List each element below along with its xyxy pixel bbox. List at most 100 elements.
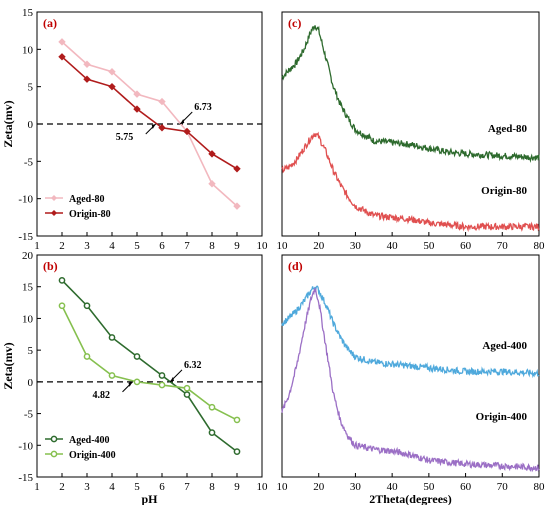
data-point <box>233 165 241 173</box>
y-tick-label: -5 <box>24 409 34 421</box>
data-point <box>58 277 66 284</box>
legend-marker <box>51 195 57 201</box>
x-tick-label: 5 <box>134 481 140 493</box>
annotation-arrowhead <box>180 119 185 124</box>
plot-frame <box>36 254 263 478</box>
y-tick-label: -5 <box>24 156 34 168</box>
legend-entry: Origin-80 <box>69 209 111 220</box>
x-tick-label: 20 <box>313 481 325 493</box>
x-tick-label: 80 <box>534 481 546 493</box>
legend-entry: Origin-400 <box>69 450 116 461</box>
x-axis-label: 2Theta(degrees) <box>369 492 451 505</box>
data-point <box>158 381 166 389</box>
series-label: Aged-400 <box>482 340 527 352</box>
x-axis-label: pH <box>141 492 158 505</box>
plot-frame <box>281 254 540 478</box>
x-tick-label: 5 <box>134 240 140 252</box>
y-tick-label: -15 <box>18 472 33 484</box>
x-tick-label: 10 <box>257 481 269 493</box>
data-point <box>58 53 66 61</box>
x-tick-label: 8 <box>209 240 215 252</box>
x-tick-label: 8 <box>209 481 215 493</box>
data-point <box>158 372 166 379</box>
y-tick-label: 0 <box>28 119 34 131</box>
annotation-arrowhead <box>170 376 174 382</box>
x-tick-label: 40 <box>387 240 399 252</box>
panel-label: (b) <box>43 259 58 273</box>
series-line-aged-400 <box>281 285 540 379</box>
y-tick-label: 5 <box>28 82 34 94</box>
x-tick-label: 7 <box>184 481 190 493</box>
panel-label: (a) <box>43 16 57 30</box>
data-point <box>208 429 216 436</box>
series-line-origin-400 <box>281 287 540 473</box>
data-point <box>208 180 216 188</box>
x-tick-label: 10 <box>277 240 289 252</box>
series-line-origin-80 <box>281 131 540 233</box>
panel-label: (c) <box>288 16 301 30</box>
data-point <box>108 334 116 341</box>
data-point <box>158 97 166 106</box>
x-tick-label: 60 <box>460 240 472 252</box>
x-tick-label: 10 <box>277 481 289 493</box>
data-point <box>183 127 191 136</box>
x-tick-label: 7 <box>184 240 190 252</box>
y-axis-label: Zeta(mv) <box>1 100 15 147</box>
annotation-arrowhead <box>128 381 133 387</box>
x-tick-label: 20 <box>313 240 325 252</box>
x-tick-label: 6 <box>159 481 165 493</box>
legend-entry: Aged-400 <box>69 435 110 446</box>
data-point <box>183 384 191 392</box>
data-point <box>133 353 141 360</box>
y-tick-label: -10 <box>18 440 33 452</box>
data-point <box>208 150 216 158</box>
data-point <box>83 353 91 360</box>
data-point <box>83 75 91 83</box>
y-tick-label: -10 <box>18 194 33 206</box>
data-point <box>83 60 91 68</box>
y-tick-label: 20 <box>22 250 34 262</box>
series-line-origin-400 <box>61 305 238 421</box>
data-point <box>133 378 141 386</box>
legend-marker <box>51 210 57 216</box>
x-tick-label: 80 <box>534 240 546 252</box>
x-tick-label: 3 <box>84 481 90 493</box>
x-tick-label: 3 <box>84 240 90 252</box>
y-tick-label: 15 <box>22 7 34 19</box>
data-point <box>133 105 141 113</box>
data-point <box>108 82 116 91</box>
plot-frame <box>281 11 540 237</box>
data-point <box>233 416 241 424</box>
y-axis-label: Zeta(mv) <box>1 342 15 389</box>
x-tick-label: 9 <box>234 481 240 493</box>
x-tick-label: 70 <box>497 240 509 252</box>
data-point <box>183 391 191 398</box>
data-point <box>58 302 66 310</box>
annotation-label: 6.73 <box>194 102 212 113</box>
y-tick-label: 0 <box>28 377 34 389</box>
data-point <box>158 124 166 132</box>
legend-marker <box>50 435 58 443</box>
annotation-label: 6.32 <box>184 360 202 371</box>
series-line-aged-80 <box>281 25 540 163</box>
data-point <box>208 403 216 411</box>
x-tick-label: 9 <box>234 240 240 252</box>
panel-label: (d) <box>288 259 303 273</box>
legend-marker <box>50 450 58 458</box>
series-label: Aged-80 <box>488 123 528 135</box>
data-point <box>108 68 116 76</box>
x-tick-label: 10 <box>257 240 269 252</box>
x-tick-label: 50 <box>423 481 435 493</box>
x-tick-label: 4 <box>109 240 115 252</box>
legend-entry: Aged-80 <box>69 194 105 205</box>
x-tick-label: 70 <box>497 481 509 493</box>
x-tick-label: 2 <box>59 240 65 252</box>
x-tick-label: 2 <box>59 481 65 493</box>
x-tick-label: 30 <box>350 240 362 252</box>
x-tick-label: 40 <box>387 481 399 493</box>
y-tick-label: -15 <box>18 231 33 243</box>
annotation-label: 4.82 <box>93 390 111 401</box>
x-tick-label: 30 <box>350 481 362 493</box>
y-tick-label: 10 <box>22 313 34 325</box>
